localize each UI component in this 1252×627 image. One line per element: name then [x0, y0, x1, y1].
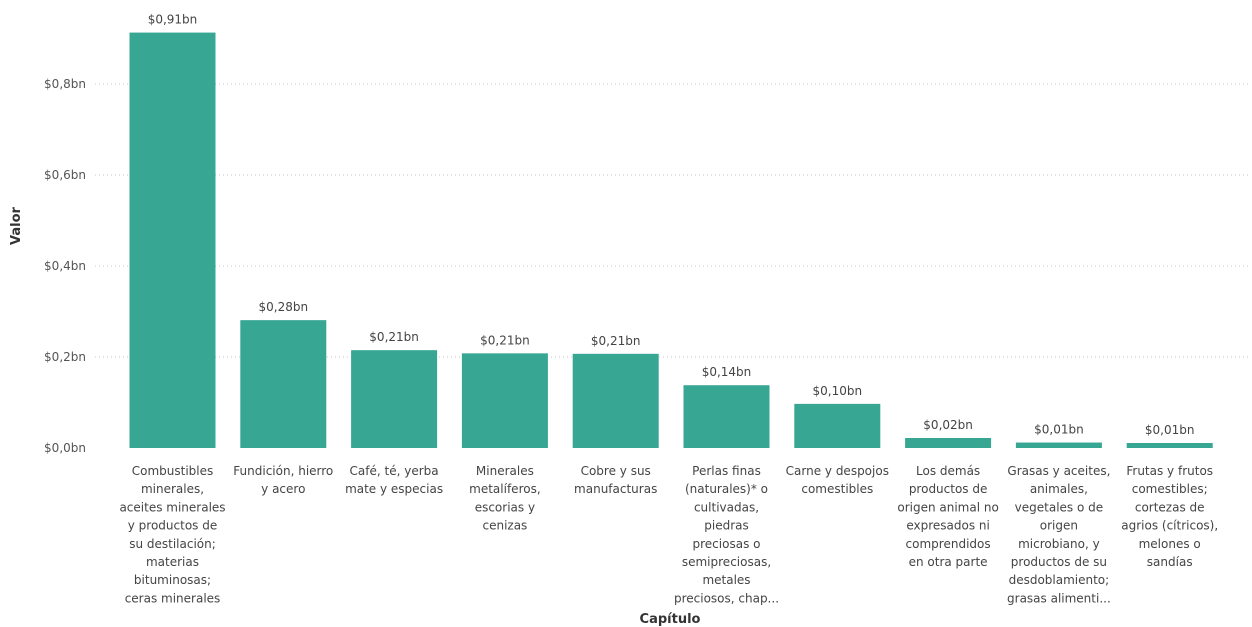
bar[interactable]: [351, 350, 438, 448]
y-tick-label: $0,2bn: [44, 350, 86, 364]
y-tick-label: $0,0bn: [44, 441, 86, 455]
data-label: $0,01bn: [1145, 423, 1195, 437]
data-label: $0,21bn: [591, 334, 641, 348]
x-tick-label: Fundición, hierro y acero: [233, 464, 333, 496]
data-label: $0,01bn: [1034, 423, 1084, 437]
bar[interactable]: [1126, 442, 1213, 448]
y-tick-label: $0,8bn: [44, 77, 86, 91]
bar[interactable]: [1015, 442, 1102, 448]
y-axis-ticks: $0,0bn $0,2bn $0,4bn $0,6bn $0,8bn: [44, 77, 86, 455]
bars: [129, 32, 1213, 449]
bar[interactable]: [240, 320, 327, 448]
x-tick-label: Cobre y sus manufacturas: [574, 464, 657, 496]
x-tick-label: Frutas y frutos comestibles; cortezas de ag…: [1121, 464, 1218, 569]
x-tick-label: Café, té, yerba mate y especias: [345, 464, 443, 496]
bar[interactable]: [794, 403, 881, 448]
data-labels: $0,91bn $0,28bn $0,21bn $0,21bn $0,21bn $0,14…: [148, 13, 1195, 437]
bar[interactable]: [572, 353, 659, 448]
bar[interactable]: [129, 32, 216, 449]
x-axis-categories: Combustibles minerales, aceites minerales y…: [119, 464, 1218, 605]
data-label: $0,28bn: [259, 300, 309, 314]
x-tick-label: Grasas y aceites, animales, vegetales o de…: [1007, 464, 1111, 605]
x-tick-label: Minerales metalíferos, escorias y cenizas: [469, 464, 540, 533]
data-label: $0,14bn: [702, 365, 752, 379]
x-tick-label: Carne y despojos comestibles: [786, 464, 889, 496]
x-axis-title: Capítulo: [640, 612, 701, 627]
data-label: $0,91bn: [148, 13, 198, 27]
data-label: $0,10bn: [813, 384, 863, 398]
data-label: $0,21bn: [480, 333, 530, 347]
gridlines: [95, 83, 1248, 358]
y-tick-label: $0,4bn: [44, 259, 86, 273]
bar[interactable]: [683, 385, 770, 448]
x-tick-label: Los demás productos de origen animal no exp…: [897, 464, 998, 569]
x-tick-label: Combustibles minerales, aceites minerales y…: [119, 464, 225, 605]
data-label: $0,21bn: [369, 330, 419, 344]
data-label: $0,02bn: [923, 418, 973, 432]
y-axis-title: Valor: [9, 206, 24, 245]
y-tick-label: $0,6bn: [44, 168, 86, 182]
x-tick-label: Perlas finas (naturales)* o cultivadas, pie…: [674, 464, 779, 605]
bar[interactable]: [905, 437, 992, 448]
bar[interactable]: [461, 353, 548, 448]
